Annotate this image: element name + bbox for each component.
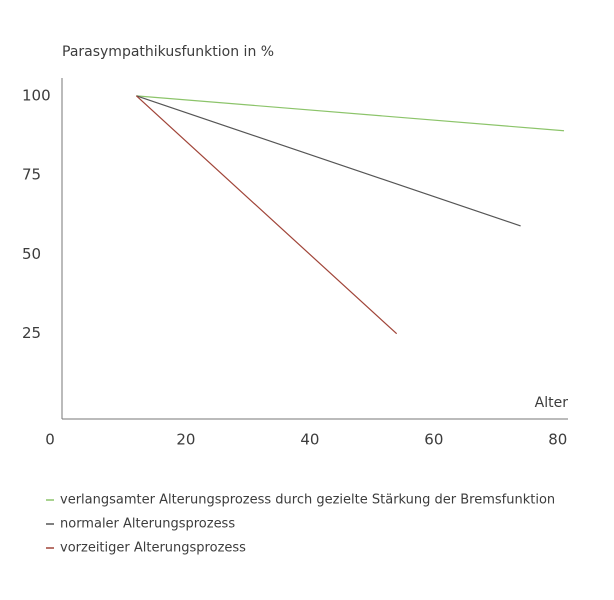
legend-label: vorzeitiger Alterungsprozess (60, 541, 246, 556)
x-tick-label: 60 (424, 431, 443, 449)
x-axis-title: Alter (535, 395, 569, 411)
y-tick-label: 100 (22, 86, 51, 104)
legend-label: normaler Alterungsprozess (60, 517, 235, 532)
y-tick-label: 75 (22, 166, 41, 184)
y-axis-title: Parasympathikusfunktion in % (62, 44, 274, 60)
y-tick-label: 25 (22, 324, 41, 342)
x-tick-label: 80 (548, 431, 567, 449)
x-tick-label: 20 (176, 431, 195, 449)
legend-label: verlangsamter Alterungsprozess durch gez… (60, 493, 555, 508)
x-tick-label: 40 (300, 431, 319, 449)
data-line (135, 95, 398, 335)
data-line (136, 95, 521, 227)
data-line (136, 95, 565, 132)
x-tick-label: 0 (45, 431, 55, 449)
y-tick-label: 50 (22, 245, 41, 263)
